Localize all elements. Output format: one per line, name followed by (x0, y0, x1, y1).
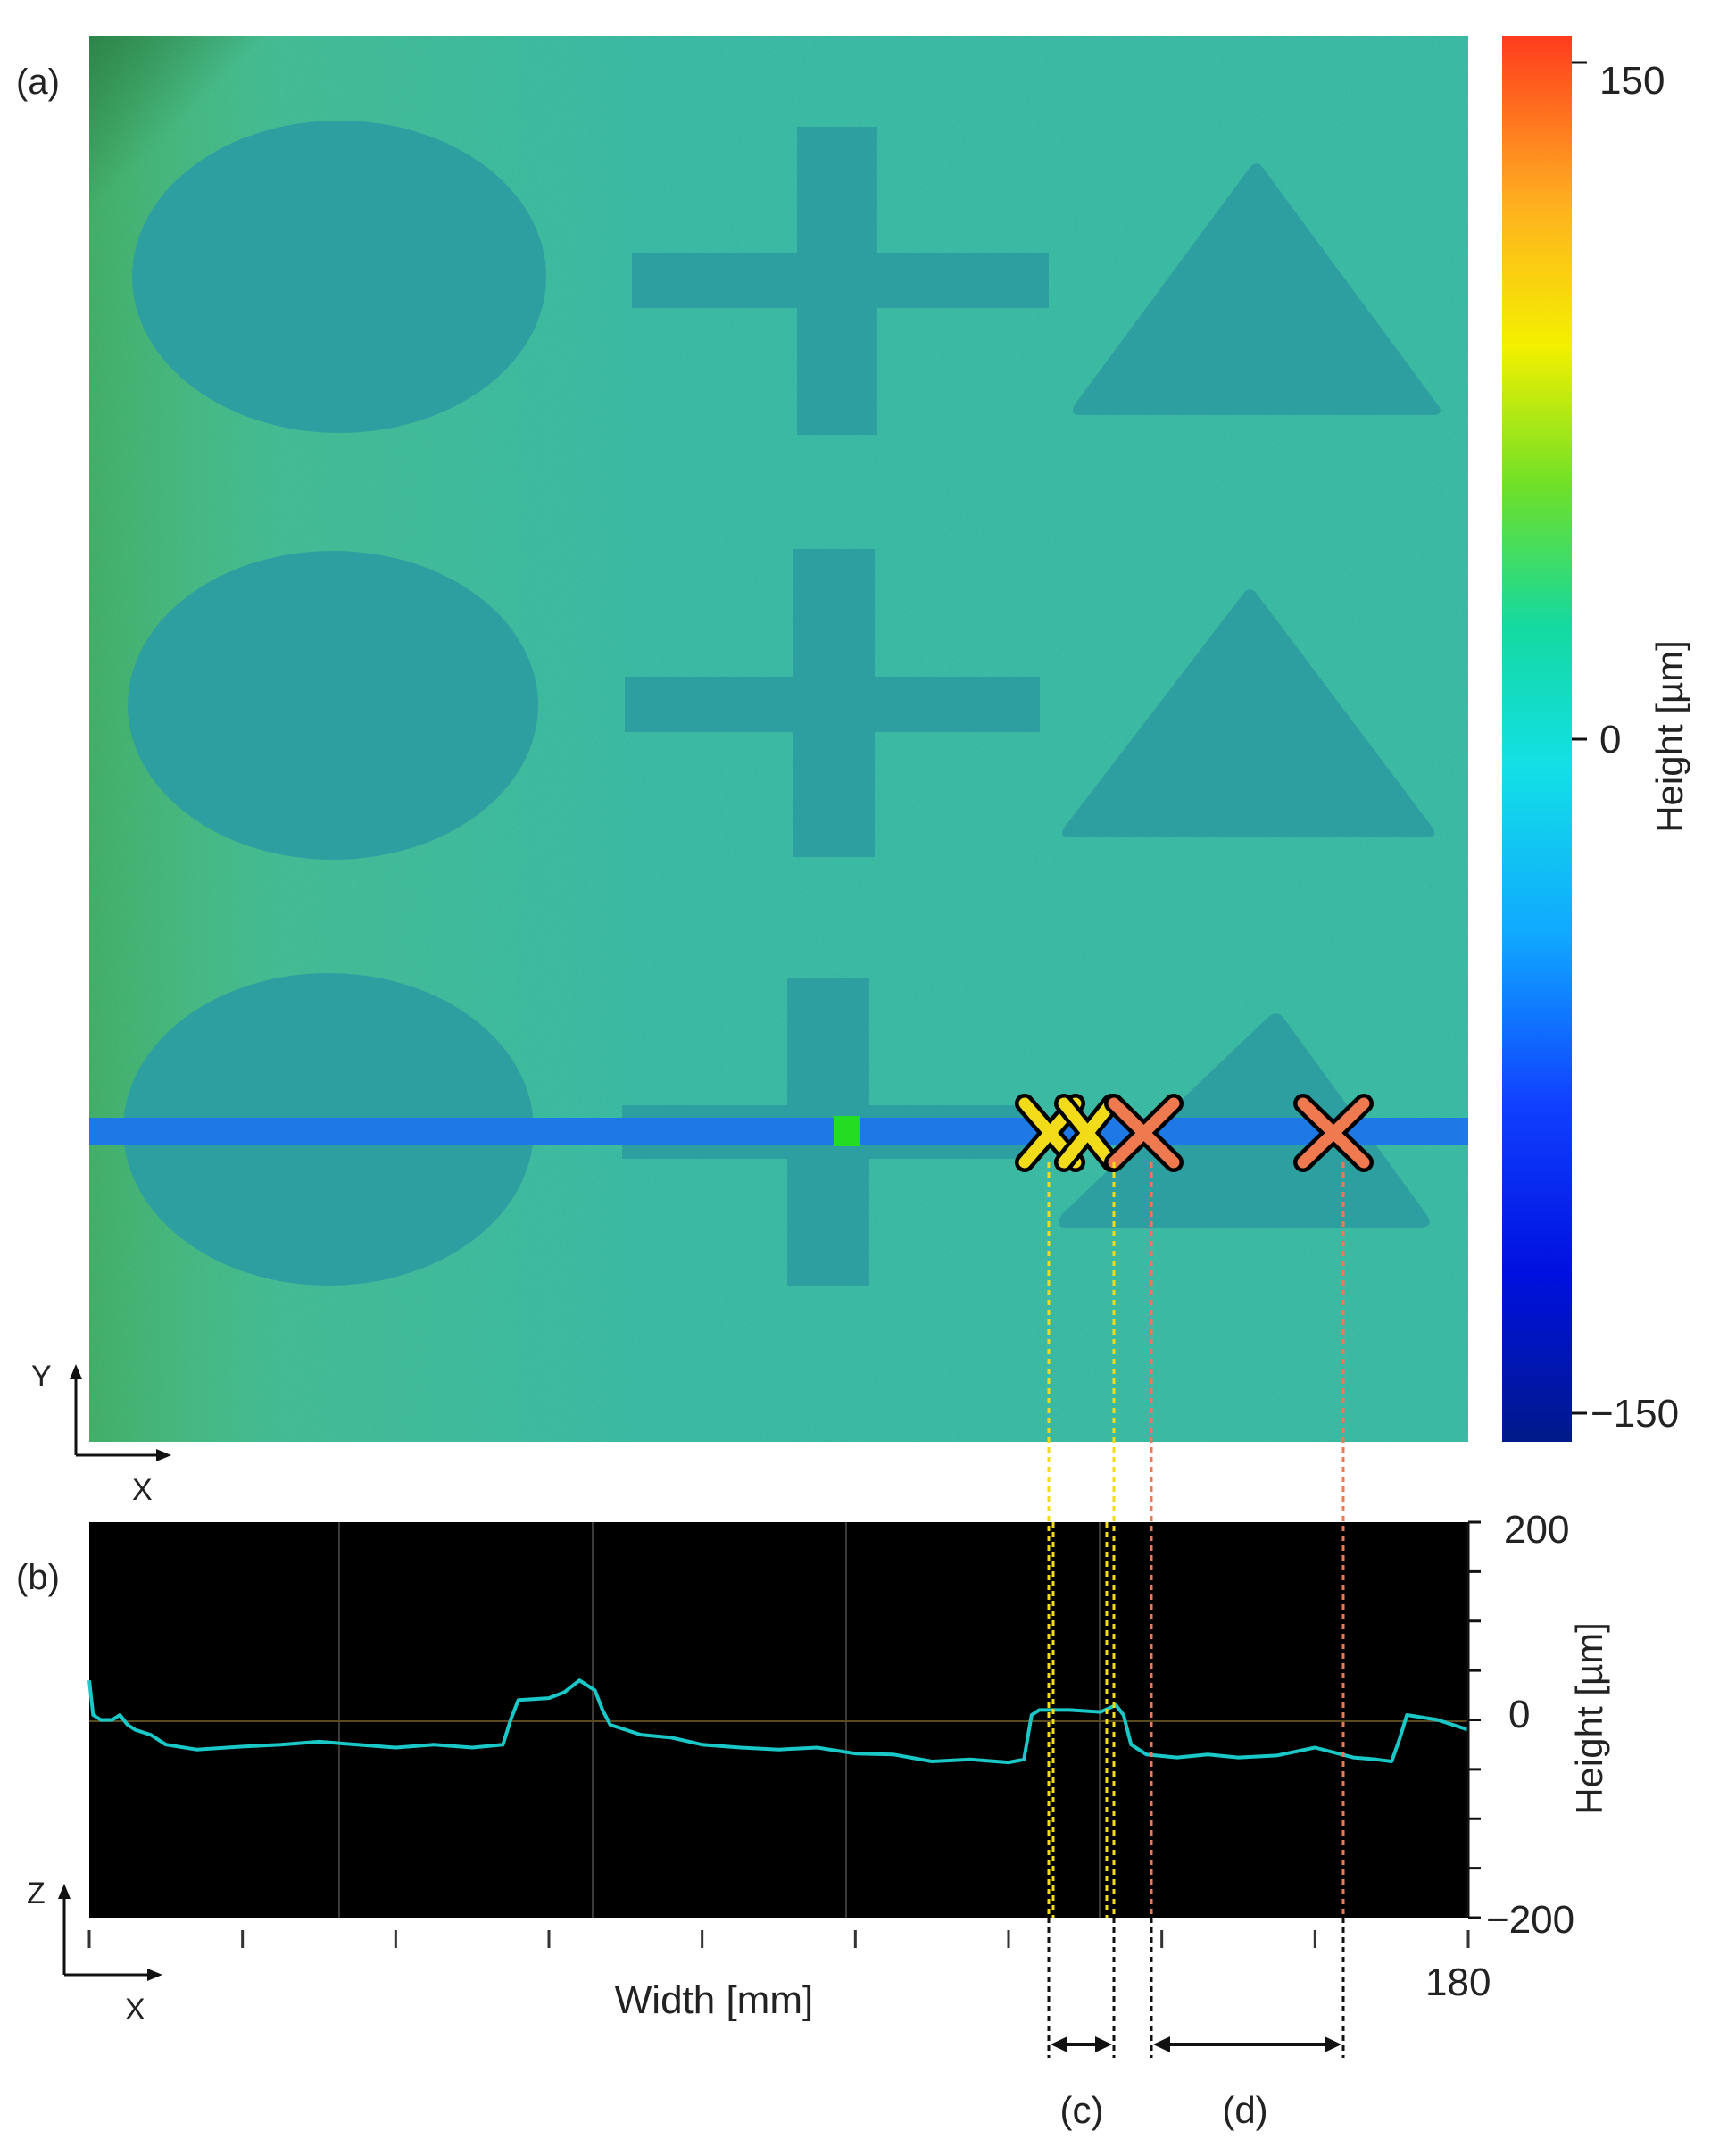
y-tick-200: 200 (1504, 1508, 1569, 1552)
cross-pattern-2-horizontal (625, 677, 1040, 732)
cross-pattern-1-horizontal (632, 253, 1049, 308)
axis-y-label: Y (31, 1360, 52, 1394)
connector-lines (1047, 1162, 1345, 2058)
colorbar-gradient (1502, 36, 1572, 1442)
profile-grid (89, 1522, 1468, 1918)
orange-x-marker-2 (1293, 1094, 1374, 1172)
span-label-d: (d) (1222, 2089, 1267, 2131)
triangle-pattern-1 (1072, 163, 1441, 415)
axis-x-label-b: X (125, 1993, 145, 2027)
colorbar-tick-150: 150 (1599, 59, 1665, 103)
colorbar-tick-minus-150: −150 (1591, 1392, 1679, 1436)
scan-line (89, 1118, 1468, 1145)
span-label-c: (c) (1060, 2089, 1104, 2131)
profile-xlabel: Width [mm] (615, 1978, 813, 2022)
xy-axis-indicator: Y X (31, 1360, 171, 1507)
y-tick-minus-200: −200 (1486, 1898, 1574, 1942)
colorbar: 150 0 −150 Height [µm] (1502, 36, 1690, 1442)
span-d-arrow (1153, 2036, 1341, 2052)
yellow-x-marker-2 (1054, 1094, 1121, 1172)
y-minor-ticks (1468, 1520, 1481, 1919)
panel-b-label: (b) (16, 1558, 60, 1597)
green-marker (834, 1116, 860, 1146)
panel-a-label: (a) (16, 62, 60, 102)
x-tick-180: 180 (1425, 1960, 1491, 2004)
profile-plot: 200 0 −200 Height [µm] 180 Width [mm] (87, 1508, 1610, 2022)
x-ticks (87, 1930, 1470, 1948)
profile-plot-background (89, 1522, 1468, 1918)
colorbar-tick-0: 0 (1599, 718, 1621, 762)
axis-x-label-a: X (132, 1473, 153, 1507)
xz-axis-indicator: Z X (27, 1877, 162, 2027)
orange-x-marker-1 (1104, 1094, 1184, 1172)
profile-line (87, 1678, 1469, 1765)
profile-series (87, 1678, 1469, 1765)
y-tick-0: 0 (1508, 1693, 1530, 1736)
axis-z-label: Z (27, 1877, 46, 1910)
profile-ylabel: Height [µm] (1568, 1622, 1610, 1815)
triangle-pattern-2 (1061, 589, 1435, 837)
span-c-arrow (1051, 2036, 1112, 2052)
colorbar-label: Height [µm] (1649, 640, 1690, 833)
height-map (89, 36, 1468, 1442)
circle-pattern-2 (128, 551, 538, 860)
circle-pattern-1 (132, 121, 546, 433)
